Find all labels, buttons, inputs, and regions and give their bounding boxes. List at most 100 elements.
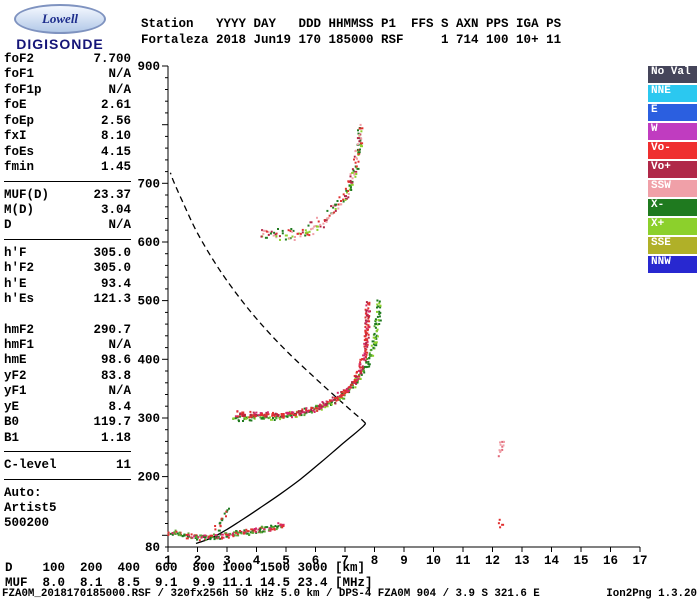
- echo-point: [345, 391, 348, 394]
- echo-point: [255, 531, 258, 534]
- echo-point: [307, 410, 309, 413]
- echo-point: [173, 531, 176, 534]
- echo-point: [363, 357, 366, 360]
- echo-point: [378, 323, 381, 325]
- parameter-row: yF2 83.8: [4, 369, 131, 384]
- parameter-row: Artist5: [4, 501, 131, 516]
- echo-point: [372, 343, 375, 346]
- echo-point: [340, 200, 342, 202]
- echo-point: [324, 403, 327, 406]
- echo-point: [311, 411, 313, 414]
- echo-point: [334, 209, 337, 212]
- echo-point: [370, 344, 373, 347]
- echo-point: [280, 414, 283, 417]
- echo-point: [368, 353, 371, 356]
- echo-point: [235, 530, 238, 533]
- echo-point: [348, 188, 351, 191]
- echo-point: [277, 522, 280, 525]
- echo-point: [253, 529, 256, 532]
- echo-point: [284, 234, 288, 237]
- echo-point: [228, 533, 231, 536]
- echo-point: [346, 191, 348, 194]
- echo-point: [255, 527, 257, 530]
- echo-point: [313, 408, 316, 411]
- echo-point: [322, 222, 325, 225]
- echo-point: [352, 386, 355, 389]
- echo-point: [351, 168, 354, 171]
- echo-point: [268, 416, 271, 419]
- parameter-group-divider: [4, 478, 131, 480]
- echo-point: [217, 536, 220, 539]
- echo-point: [281, 526, 284, 529]
- echo-point: [338, 398, 341, 401]
- parameter-value: 290.7: [93, 322, 131, 337]
- echo-point: [196, 538, 198, 541]
- echo-point: [263, 526, 266, 529]
- echo-point: [365, 348, 368, 351]
- echo-point: [341, 394, 345, 397]
- echo-point: [356, 137, 360, 140]
- echo-point: [276, 414, 280, 417]
- echo-point: [193, 535, 196, 538]
- y-axis-label: 300: [137, 412, 160, 426]
- echo-point: [291, 416, 293, 419]
- echo-point: [299, 232, 302, 235]
- echo-point: [361, 365, 364, 368]
- echo-point: [245, 532, 248, 535]
- echo-point: [376, 306, 378, 309]
- echo-point: [234, 417, 237, 420]
- echo-point: [368, 363, 371, 366]
- parameter-label: foEs: [4, 144, 35, 159]
- echo-point: [260, 417, 263, 420]
- parameter-value: N/A: [108, 67, 131, 82]
- parameter-value: 121.3: [93, 292, 131, 307]
- trace-f-region-o-mode-echo: [234, 301, 371, 419]
- parameter-row: D N/A: [4, 218, 131, 233]
- parameter-value: 2.61: [100, 98, 131, 113]
- echo-point: [265, 230, 268, 233]
- echo-point: [201, 535, 204, 538]
- echo-point: [310, 228, 312, 231]
- echo-point: [319, 225, 322, 228]
- echo-point: [344, 195, 347, 198]
- echo-point: [359, 372, 363, 375]
- parameter-row: h'F2 305.0: [4, 261, 131, 276]
- echo-point: [316, 407, 319, 410]
- echo-point: [268, 528, 271, 531]
- echo-point: [354, 374, 357, 377]
- parameter-row: fxI 8.10: [4, 129, 131, 144]
- echo-point: [248, 416, 251, 419]
- echo-point: [183, 534, 186, 537]
- echo-point: [260, 235, 263, 238]
- echo-point: [315, 225, 319, 228]
- parameter-value: 8.10: [100, 129, 131, 144]
- echo-point: [258, 414, 261, 417]
- echo-point: [231, 534, 234, 536]
- echo-point: [291, 235, 294, 238]
- echo-point: [269, 232, 272, 235]
- header-line-1: Station YYYY DAY DDD HHMMSS P1 FFS S AXN…: [141, 17, 562, 31]
- parameter-value: N/A: [108, 218, 131, 233]
- echo-point: [361, 127, 364, 130]
- echo-point: [367, 324, 370, 327]
- echo-point: [365, 361, 368, 363]
- echo-point: [362, 367, 365, 370]
- x-axis-label: 16: [603, 554, 618, 568]
- echo-point: [302, 411, 305, 414]
- echo-point: [235, 416, 239, 419]
- echo-point: [369, 349, 372, 352]
- echo-point: [332, 398, 335, 401]
- status-bar: FZA0M_2018170185000.RSF / 320fx256h 50 k…: [2, 588, 697, 600]
- echo-point: [245, 528, 248, 531]
- status-program-version: Ion2Png 1.3.20: [606, 588, 697, 600]
- echo-point: [320, 405, 323, 408]
- parameter-value: 3.04: [100, 202, 131, 217]
- echo-point: [245, 416, 248, 419]
- echo-point: [196, 537, 199, 540]
- echo-point: [358, 127, 361, 130]
- legend-item-vo-: Vo+: [648, 161, 697, 178]
- echo-point: [501, 440, 505, 443]
- x-axis-label: 1: [164, 554, 172, 568]
- echo-point: [364, 359, 367, 362]
- x-axis-label: 11: [455, 554, 470, 568]
